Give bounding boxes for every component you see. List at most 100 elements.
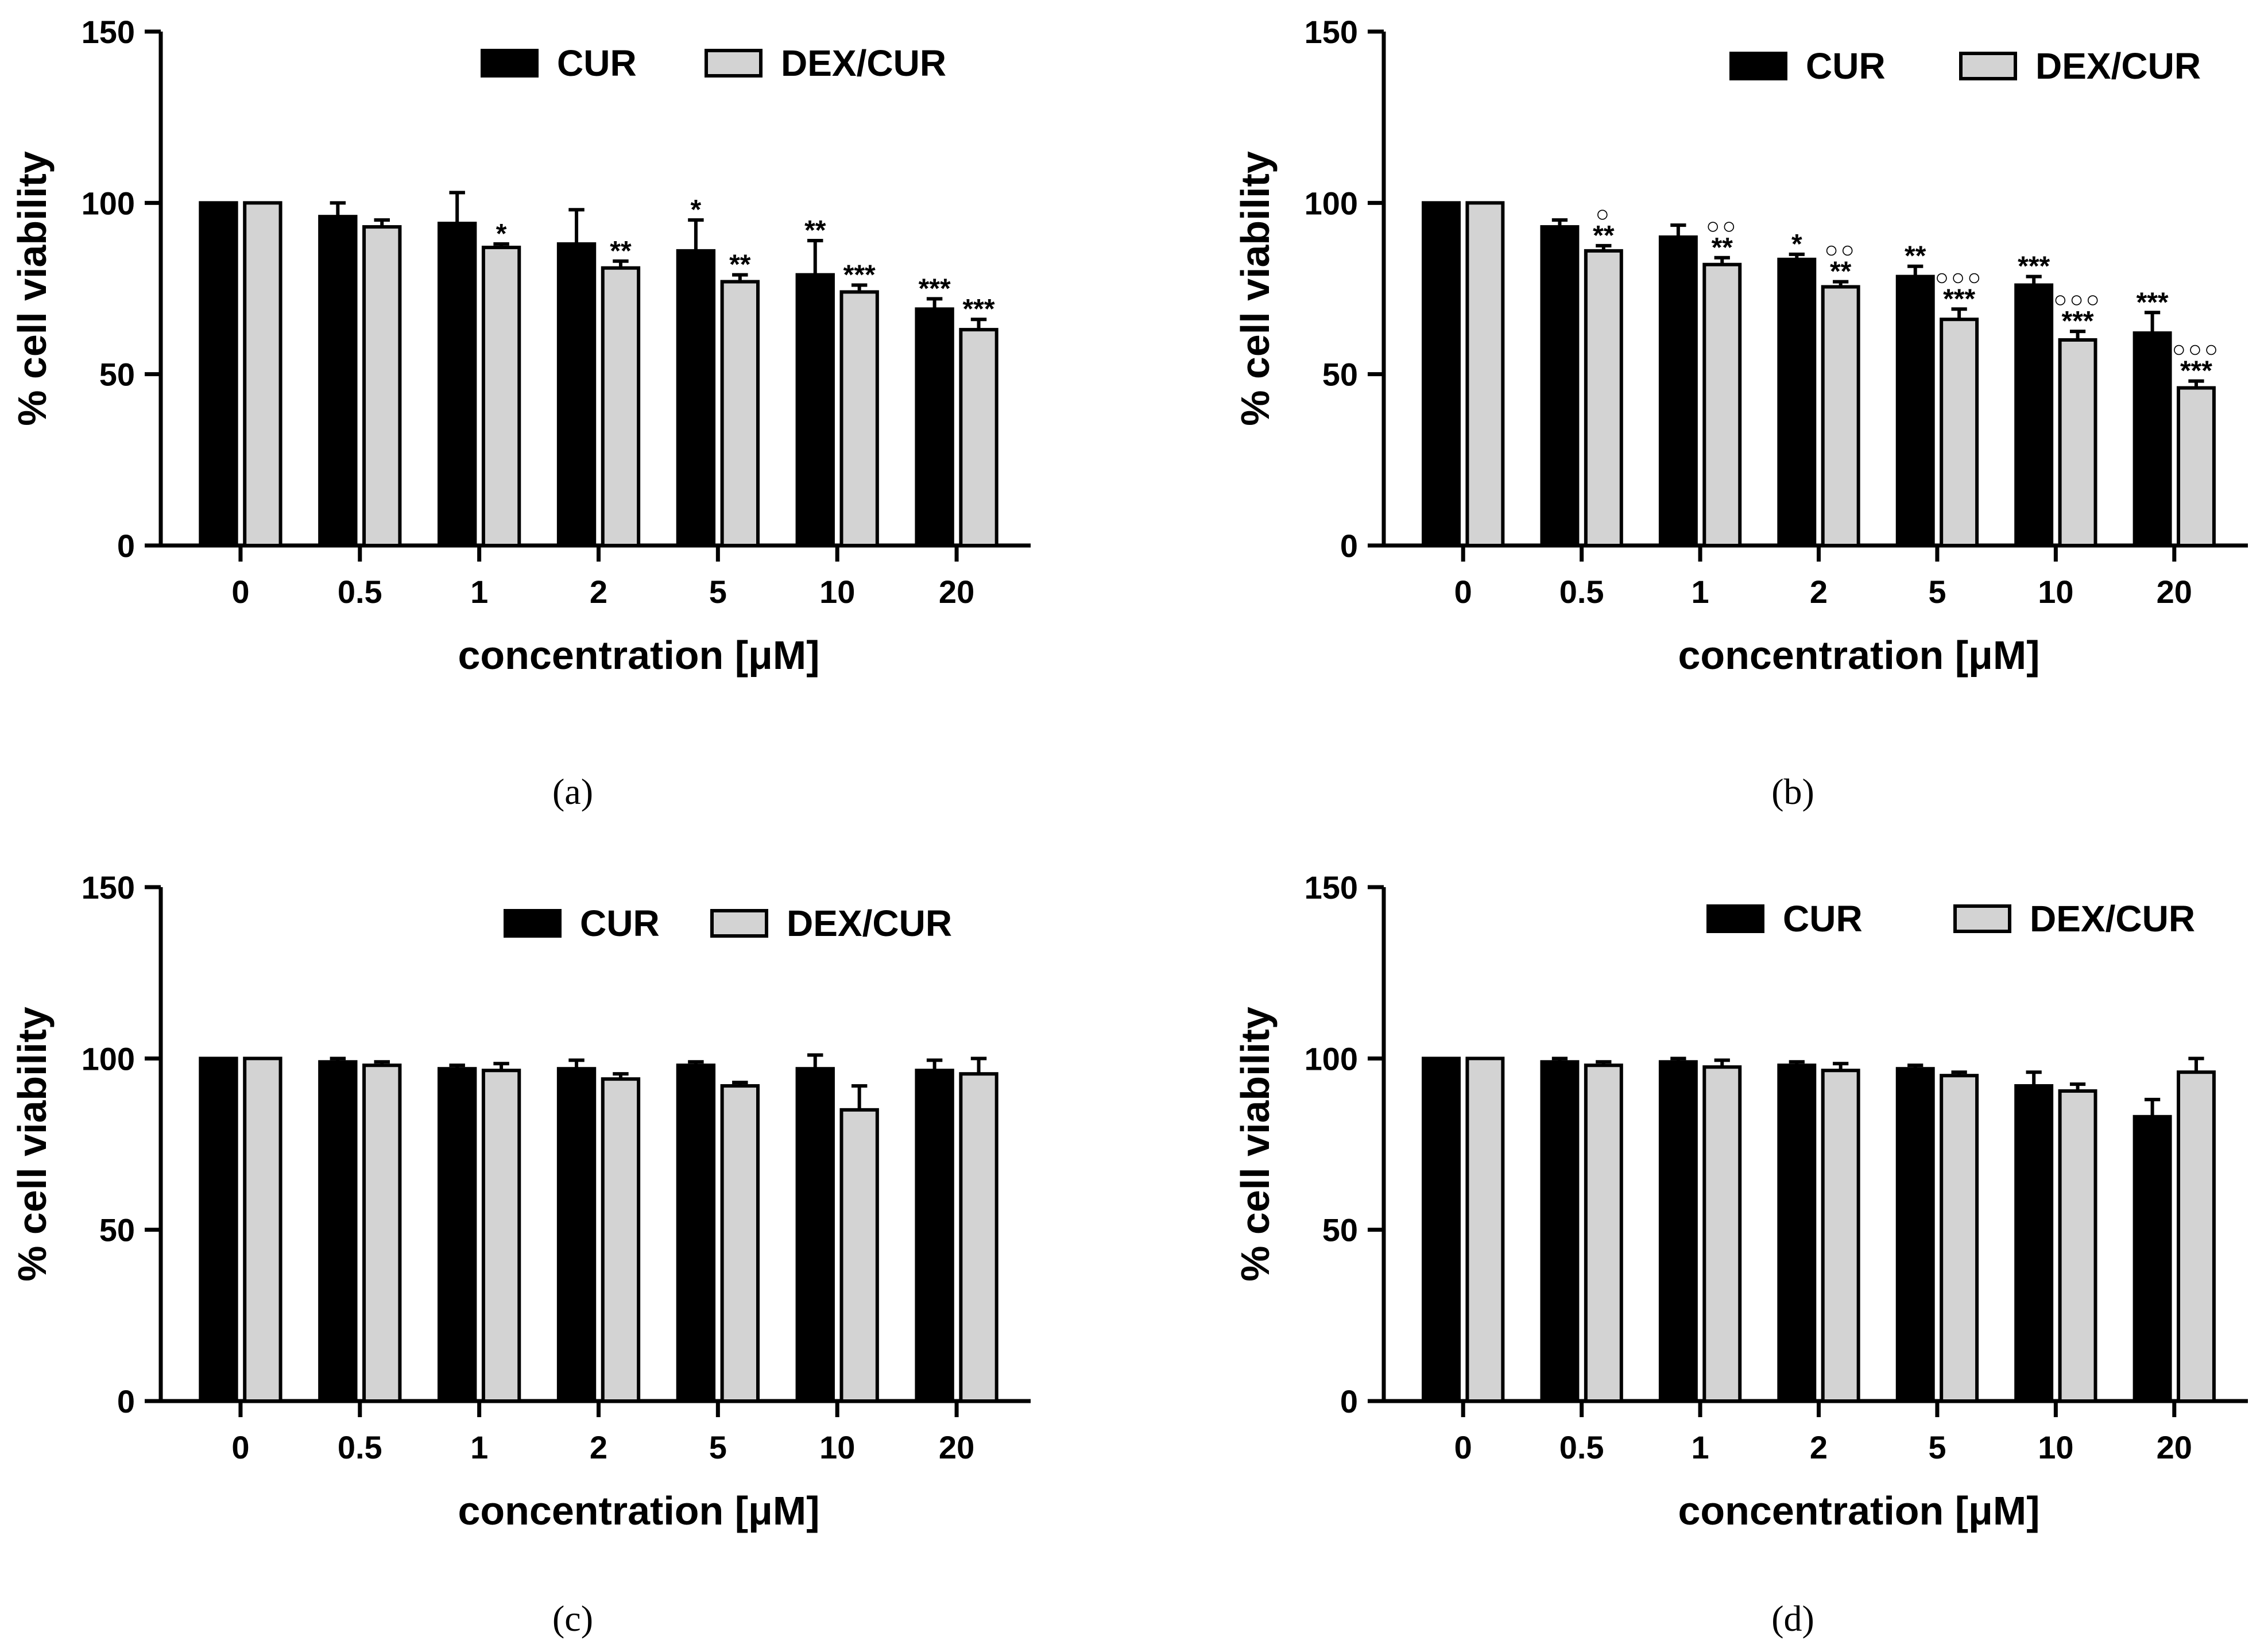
bar-cur [915, 1069, 954, 1403]
x-tick-label: 5 [1928, 1429, 1946, 1465]
legend-swatch-cur [504, 909, 562, 938]
x-tick-label: 0.5 [1559, 1429, 1604, 1465]
x-axis-title: concentration [μM] [458, 633, 819, 678]
y-tick-label: 50 [99, 357, 135, 393]
x-tick-label: 20 [2157, 1429, 2192, 1465]
significance-label: *** [2062, 306, 2094, 336]
legend-swatch-dex-cur [1959, 52, 2017, 80]
y-tick-label: 50 [1322, 357, 1358, 393]
bar-dex-cur [839, 1108, 879, 1403]
bar-cur [1658, 235, 1698, 547]
x-tick-label: 0 [231, 574, 249, 610]
bar-cur [795, 1067, 835, 1403]
y-tick-label: 0 [1340, 1383, 1358, 1419]
x-tick-label: 1 [1691, 1429, 1709, 1465]
significance-label: *** [919, 273, 951, 304]
panel-caption: (a) [552, 771, 593, 812]
significance-label: *** [2018, 252, 2050, 282]
significance-label: *** [2137, 287, 2169, 318]
significance-label: *** [1943, 284, 1975, 314]
bar-cur [2014, 283, 2054, 547]
x-axis-title: concentration [μM] [458, 1488, 819, 1533]
x-tick-label: 10 [819, 574, 855, 610]
legend-label: DEX/CUR [787, 903, 952, 944]
bar-cur [2132, 331, 2172, 547]
bar-cur [556, 1067, 597, 1403]
bar-cur [438, 1067, 477, 1403]
panel-caption: (b) [1771, 771, 1814, 812]
bar-cur [199, 201, 238, 548]
bar-cur [1895, 1067, 1935, 1403]
significance-label: ** [1712, 233, 1733, 263]
legend-swatch-cur [1729, 52, 1787, 80]
x-tick-label: 2 [1810, 1429, 1828, 1465]
y-tick-label: 0 [1340, 528, 1358, 564]
panel-caption: (d) [1771, 1598, 1814, 1639]
significance-label: ** [1905, 241, 1926, 272]
significance-label: *** [843, 260, 876, 291]
bar-dex-cur [959, 328, 998, 547]
y-tick-label: 150 [82, 869, 135, 906]
bar-cur [318, 1060, 358, 1403]
bar-cur [1422, 201, 1461, 548]
x-tick-label: 20 [2157, 574, 2192, 610]
bar-dex-cur [1584, 1063, 1623, 1403]
bar-dex-cur [839, 290, 879, 547]
y-tick-label: 150 [1305, 869, 1358, 906]
bar-cur [438, 222, 477, 547]
significance-label: *** [963, 294, 995, 324]
significance-label: * [496, 219, 507, 249]
significance-label: ** [1830, 257, 1852, 287]
legend-label: DEX/CUR [2035, 45, 2201, 87]
legend-swatch-dex-cur [710, 909, 768, 938]
bar-cur [556, 242, 597, 547]
y-axis-title: % cell viability [1233, 151, 1278, 426]
legend-swatch-cur [1706, 904, 1764, 933]
x-tick-label: 1 [1691, 574, 1709, 610]
x-tick-label: 5 [709, 574, 727, 610]
x-tick-label: 2 [590, 1429, 607, 1465]
y-tick-label: 50 [99, 1212, 135, 1248]
bar-dex-cur [2177, 1070, 2216, 1403]
y-tick-label: 150 [82, 14, 135, 50]
bar-dex-cur [2058, 1089, 2097, 1403]
significance-label: ** [804, 215, 826, 246]
y-tick-label: 100 [82, 1040, 135, 1077]
bar-cur [1777, 1063, 1817, 1403]
legend-swatch-dex-cur [705, 49, 763, 78]
x-tick-label: 2 [590, 574, 607, 610]
y-tick-label: 0 [117, 528, 135, 564]
x-tick-label: 10 [2038, 574, 2073, 610]
bar-dex-cur [362, 225, 402, 548]
bar-dex-cur [362, 1063, 402, 1403]
x-tick-label: 0.5 [338, 574, 382, 610]
significance-label: * [691, 195, 702, 225]
legend-label: CUR [580, 903, 660, 944]
legend-swatch-cur [481, 49, 539, 78]
bar-dex-cur [2058, 338, 2097, 547]
x-tick-label: 20 [939, 574, 974, 610]
x-axis-title: concentration [μM] [1678, 1488, 2039, 1533]
x-tick-label: 0.5 [338, 1429, 382, 1465]
bar-cur [2132, 1115, 2172, 1403]
legend-label: CUR [1783, 898, 1863, 939]
legend-label: DEX/CUR [781, 42, 946, 84]
bar-cur [2014, 1084, 2054, 1403]
x-tick-label: 10 [2038, 1429, 2073, 1465]
significance-label: ** [1593, 220, 1615, 251]
x-tick-label: 0.5 [1559, 574, 1604, 610]
legend-label: CUR [1806, 45, 1886, 87]
bar-dex-cur [720, 1084, 760, 1403]
bar-cur [1658, 1060, 1698, 1403]
x-tick-label: 1 [470, 1429, 488, 1465]
bar-dex-cur [1821, 1069, 1860, 1403]
bar-cur [676, 1063, 716, 1403]
bar-cur [199, 1057, 238, 1403]
x-tick-label: 2 [1810, 574, 1828, 610]
significance-label: * [1791, 229, 1802, 260]
significance-label: ** [729, 250, 751, 280]
bar-cur [1895, 274, 1935, 547]
